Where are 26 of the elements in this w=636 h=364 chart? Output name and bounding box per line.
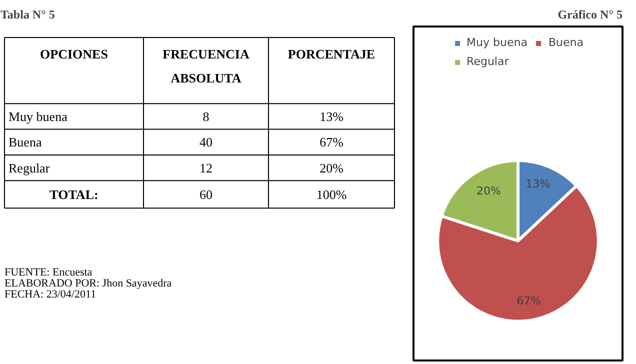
text: Muy buena [8, 108, 68, 124]
chart-title: Gráfico N° 5 [558, 8, 622, 22]
data-label: 67% [516, 294, 542, 308]
text: PORCENTAJE [288, 46, 376, 62]
data-label: 20% [476, 184, 501, 198]
text: 67% [320, 134, 344, 150]
text: Regular [8, 160, 50, 176]
text: OPCIONES [40, 46, 108, 62]
text: 20% [320, 160, 344, 176]
text: Buena [8, 134, 42, 150]
legend-label: Regular [466, 55, 509, 68]
text: Tabla N° 5 [0, 8, 55, 22]
text: ELABORADO POR: Jhon Sayavedra [4, 277, 172, 290]
text: 100% [316, 186, 347, 202]
text: 13% [320, 108, 344, 124]
legend-label: Buena [548, 36, 584, 49]
legend-label: Muy buena [466, 36, 528, 49]
text: 8 [202, 108, 210, 124]
text: TOTAL: [50, 186, 98, 202]
source-note: FUENTE: Encuesta [4, 266, 92, 278]
text: 60 [200, 186, 212, 202]
text: 40 [200, 134, 212, 150]
text: 12 [200, 160, 212, 176]
text: FECHA: 23/04/2011 [4, 288, 96, 300]
data-label: 13% [526, 178, 550, 191]
text: FRECUENCIA ABSOLUTA [162, 46, 250, 86]
